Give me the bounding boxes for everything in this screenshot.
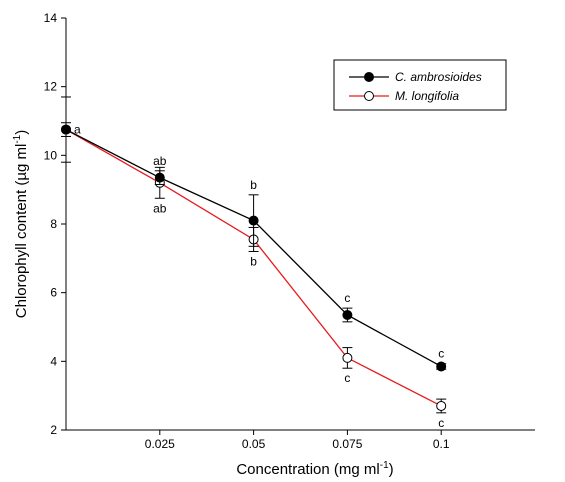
- y-tick-label: 4: [50, 354, 57, 368]
- y-tick-label: 8: [50, 217, 57, 231]
- significance-label: c: [344, 371, 350, 385]
- y-tick-label: 12: [44, 80, 58, 94]
- y-tick-label: 14: [44, 11, 58, 25]
- data-point: [342, 352, 353, 363]
- significance-label: c: [438, 416, 444, 430]
- y-axis-title-sup: -1: [12, 134, 23, 143]
- significance-label: b: [250, 178, 257, 192]
- legend-marker-m-longifolia: [364, 91, 374, 101]
- significance-label: ab: [153, 201, 167, 215]
- y-axis-title-close: ): [13, 130, 30, 135]
- x-axis-title-close: ): [389, 461, 394, 478]
- significance-label: ab: [153, 154, 167, 168]
- series-layer: a ab ab b b c c c c: [61, 96, 447, 430]
- x-tick-label: 0.075: [332, 437, 362, 451]
- legend-box: [333, 59, 507, 111]
- legend: C. ambrosioides M. longifolia: [333, 59, 507, 111]
- significance-label: a: [74, 123, 81, 137]
- data-point: [61, 124, 71, 135]
- significance-label: b: [250, 254, 257, 268]
- x-axis-title-sup: -1: [380, 460, 389, 471]
- legend-marker-c-ambrosioides: [364, 72, 374, 82]
- legend-label-c-ambrosioides: C. ambrosioides: [395, 70, 482, 84]
- x-tick-label: 0.05: [242, 437, 266, 451]
- y-axis-title-text: Chlorophyll content (µg ml: [13, 144, 30, 319]
- data-point: [154, 172, 165, 183]
- data-point: [436, 400, 447, 411]
- data-point: [342, 309, 353, 320]
- data-point: [248, 215, 259, 226]
- y-tick-label: 6: [50, 286, 57, 300]
- significance-label: c: [438, 347, 444, 361]
- x-tick-label: 0.025: [145, 437, 175, 451]
- significance-labels: a ab ab b b c c c c: [74, 123, 444, 430]
- x-axis-title: Concentration (mg ml-1): [236, 460, 393, 478]
- y-axis-title: Chlorophyll content (µg ml-1): [12, 130, 30, 318]
- series-points-c-ambrosioides: [61, 96, 447, 372]
- data-point: [436, 361, 447, 372]
- x-axis-title-text: Concentration (mg ml: [236, 461, 379, 478]
- x-tick-label: 0.1: [433, 437, 450, 451]
- y-tick-label: 2: [50, 423, 57, 437]
- y-tick-label: 10: [44, 148, 58, 162]
- x-axis-ticks: 0.025 0.05 0.075 0.1: [145, 430, 450, 451]
- y-axis-ticks: 2 4 6 8 10 12 14: [44, 11, 66, 437]
- legend-label-m-longifolia: M. longifolia: [395, 89, 459, 103]
- significance-label: c: [344, 291, 350, 305]
